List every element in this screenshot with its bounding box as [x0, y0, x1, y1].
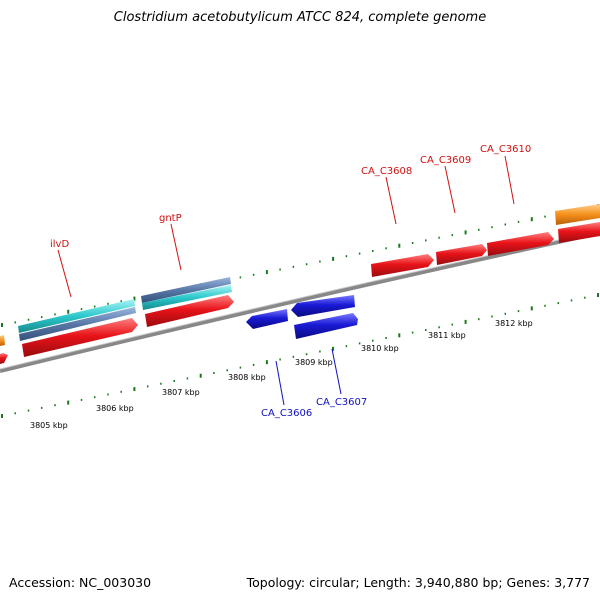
gene-arrow[interactable] [558, 222, 600, 243]
gene-arrow-gntP[interactable] [145, 295, 234, 327]
tick-label: 3808 kbp [228, 373, 266, 382]
rna-feature-steel[interactable] [19, 307, 136, 341]
map-title: Clostridium acetobutylicum ATCC 824, com… [113, 10, 487, 25]
forward-features [0, 204, 600, 364]
gene-arrow-CA_C3610[interactable] [487, 232, 554, 256]
gene-label-CA_C3608[interactable]: CA_C3608 [361, 166, 412, 177]
gene-arrow-CA_C3609[interactable] [436, 244, 487, 265]
gene-label-CA_C3610[interactable]: CA_C3610 [480, 144, 531, 155]
gene-arrow-CA_C3607-b[interactable] [294, 313, 358, 339]
genome-backbone [0, 231, 600, 373]
gene-label-CA_C3609[interactable]: CA_C3609 [420, 155, 471, 166]
rna-feature-steel[interactable] [141, 277, 231, 303]
gene-arrow-CA_C3608[interactable] [371, 254, 434, 277]
reverse-ruler [1, 293, 599, 418]
orange-feature[interactable] [555, 204, 600, 225]
genome-summary-text: Topology: circular; Length: 3,940,880 bp… [246, 575, 590, 590]
rna-feature-cyan[interactable] [18, 299, 135, 333]
tick-label: 3805 kbp [30, 421, 68, 430]
orange-feature[interactable] [0, 335, 5, 346]
tick-label: 3810 kbp [361, 344, 399, 353]
tick-label: 3806 kbp [96, 404, 134, 413]
rna-feature-cyan[interactable] [142, 285, 232, 310]
gene-arrow-ilvD[interactable] [22, 318, 138, 357]
tick-label: 3807 kbp [162, 388, 200, 397]
label-leaders [57, 155, 515, 406]
tick-label: 3809 kbp [295, 358, 333, 367]
reverse-features [246, 295, 358, 339]
gene-arrow-CA_C3607-a[interactable] [291, 295, 355, 317]
ruler-tick-labels: 3805 kbp 3806 kbp 3807 kbp 3808 kbp 3809… [30, 319, 533, 430]
gene-label-CA_C3607[interactable]: CA_C3607 [316, 397, 367, 408]
gene-label-ilvD[interactable]: ilvD [50, 239, 69, 250]
gene-labels: ilvD gntP CA_C3608 CA_C3609 CA_C3610 CA_… [50, 144, 531, 419]
gene-label-CA_C3606[interactable]: CA_C3606 [261, 408, 312, 419]
gene-label-gntP[interactable]: gntP [159, 213, 182, 224]
gene-arrow[interactable] [0, 353, 8, 364]
gene-arrow-CA_C3606[interactable] [246, 309, 288, 329]
tick-label: 3811 kbp [428, 331, 466, 340]
tick-label: 3812 kbp [495, 319, 533, 328]
accession-text: Accession: NC_003030 [9, 575, 152, 590]
